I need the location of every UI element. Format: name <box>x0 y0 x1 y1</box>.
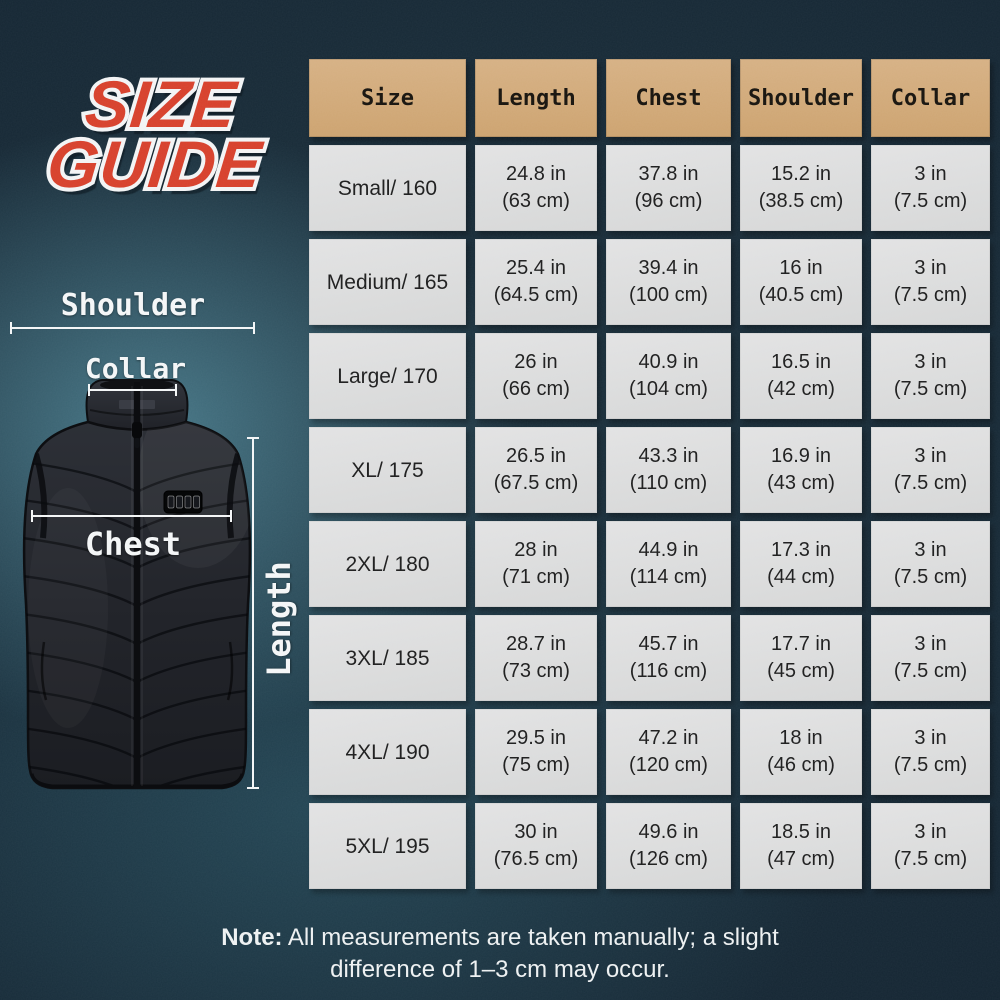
table-cell: 3 in (7.5 cm) <box>871 145 990 231</box>
size-cell: Large/ 170 <box>309 333 466 419</box>
table-cell: 17.7 in (45 cm) <box>740 615 862 701</box>
table-cell: 25.4 in (64.5 cm) <box>475 239 597 325</box>
table-cell: 40.9 in (104 cm) <box>606 333 731 419</box>
table-cell: 18 in (46 cm) <box>740 709 862 795</box>
size-cell: Medium/ 165 <box>309 239 466 325</box>
table-cell: 3 in (7.5 cm) <box>871 239 990 325</box>
header-cell-size: Size <box>309 59 466 137</box>
size-cell: 3XL/ 185 <box>309 615 466 701</box>
table-cell: 26.5 in (67.5 cm) <box>475 427 597 513</box>
table-cell: 18.5 in (47 cm) <box>740 803 862 889</box>
size-cell: 5XL/ 195 <box>309 803 466 889</box>
table-cell: 29.5 in (75 cm) <box>475 709 597 795</box>
table-cell: 49.6 in (126 cm) <box>606 803 731 889</box>
size-cell: 2XL/ 180 <box>309 521 466 607</box>
table-cell: 30 in (76.5 cm) <box>475 803 597 889</box>
vest-illustration <box>22 379 252 790</box>
table-cell: 39.4 in (100 cm) <box>606 239 731 325</box>
table-cell: 37.8 in (96 cm) <box>606 145 731 231</box>
table-cell: 16.5 in (42 cm) <box>740 333 862 419</box>
shoulder-label: Shoulder <box>60 288 206 323</box>
header-cell-shoulder: Shoulder <box>740 59 862 137</box>
header-cell-length: Length <box>475 59 597 137</box>
table-cell: 17.3 in (44 cm) <box>740 521 862 607</box>
chest-measure-line <box>31 510 232 522</box>
size-cell: Small/ 160 <box>309 145 466 231</box>
table-cell: 26 in (66 cm) <box>475 333 597 419</box>
chest-label: Chest <box>84 525 182 563</box>
table-cell: 45.7 in (116 cm) <box>606 615 731 701</box>
table-cell: 3 in (7.5 cm) <box>871 427 990 513</box>
note-label: Note: <box>221 924 283 951</box>
shoulder-measure-line <box>10 322 255 334</box>
table-cell: 15.2 in (38.5 cm) <box>740 145 862 231</box>
size-cell: XL/ 175 <box>309 427 466 513</box>
length-measure-line <box>247 437 259 789</box>
table-cell: 24.8 in (63 cm) <box>475 145 597 231</box>
table-cell: 3 in (7.5 cm) <box>871 803 990 889</box>
heat-control-panel <box>163 490 203 514</box>
collar-measure-line <box>88 384 177 396</box>
title-line-2: GUIDE GUIDE <box>16 123 294 205</box>
table-cell: 28.7 in (73 cm) <box>475 615 597 701</box>
table-cell: 44.9 in (114 cm) <box>606 521 731 607</box>
table-cell: 3 in (7.5 cm) <box>871 709 990 795</box>
table-cell: 3 in (7.5 cm) <box>871 615 990 701</box>
size-cell: 4XL/ 190 <box>309 709 466 795</box>
title-line-1: SIZE SIZE <box>22 63 300 145</box>
size-table: Size Length Chest Shoulder Collar Small/… <box>309 59 990 889</box>
table-cell: 3 in (7.5 cm) <box>871 333 990 419</box>
table-cell: 16.9 in (43 cm) <box>740 427 862 513</box>
header-cell-collar: Collar <box>871 59 990 137</box>
table-cell: 28 in (71 cm) <box>475 521 597 607</box>
table-cell: 47.2 in (120 cm) <box>606 709 731 795</box>
note-text: All measurements are taken manually; a s… <box>287 924 779 983</box>
page-title: SIZE SIZE GUIDE GUIDE <box>16 63 301 205</box>
measurement-note: Note: All measurements are taken manuall… <box>100 922 900 986</box>
table-cell: 3 in (7.5 cm) <box>871 521 990 607</box>
table-cell: 43.3 in (110 cm) <box>606 427 731 513</box>
table-cell: 16 in (40.5 cm) <box>740 239 862 325</box>
header-cell-chest: Chest <box>606 59 731 137</box>
